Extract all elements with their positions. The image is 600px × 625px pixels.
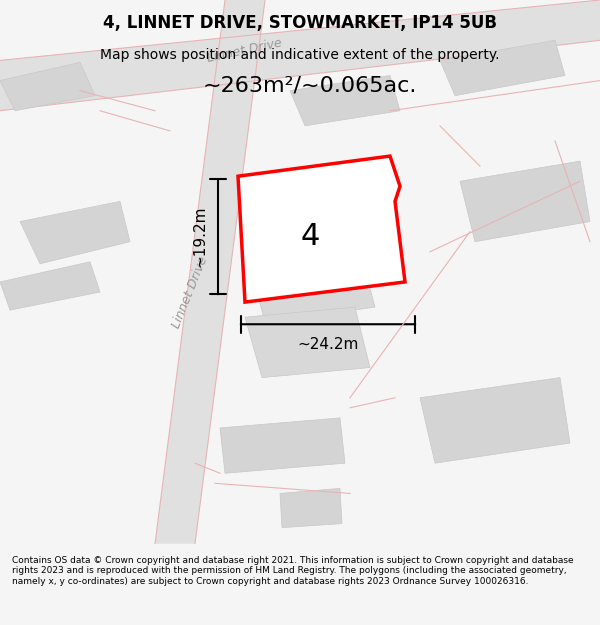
Text: ~19.2m: ~19.2m — [193, 206, 208, 268]
Polygon shape — [155, 0, 265, 544]
Polygon shape — [238, 156, 405, 302]
Polygon shape — [245, 232, 375, 322]
Text: Linnet Drive: Linnet Drive — [206, 36, 284, 64]
Polygon shape — [460, 161, 590, 242]
Text: Linnet Drive: Linnet Drive — [170, 254, 211, 330]
Text: ~24.2m: ~24.2m — [298, 337, 359, 352]
Polygon shape — [220, 418, 345, 473]
Polygon shape — [0, 62, 95, 111]
Polygon shape — [290, 76, 400, 126]
Polygon shape — [0, 0, 600, 111]
Text: ~263m²/~0.065ac.: ~263m²/~0.065ac. — [203, 76, 417, 96]
Polygon shape — [245, 307, 370, 378]
Text: Contains OS data © Crown copyright and database right 2021. This information is : Contains OS data © Crown copyright and d… — [12, 556, 574, 586]
Polygon shape — [20, 201, 130, 264]
Polygon shape — [440, 40, 565, 96]
Polygon shape — [0, 262, 100, 310]
Text: 4: 4 — [301, 222, 320, 251]
Polygon shape — [420, 378, 570, 463]
Text: Map shows position and indicative extent of the property.: Map shows position and indicative extent… — [100, 48, 500, 62]
Polygon shape — [280, 488, 342, 528]
Text: 4, LINNET DRIVE, STOWMARKET, IP14 5UB: 4, LINNET DRIVE, STOWMARKET, IP14 5UB — [103, 14, 497, 32]
